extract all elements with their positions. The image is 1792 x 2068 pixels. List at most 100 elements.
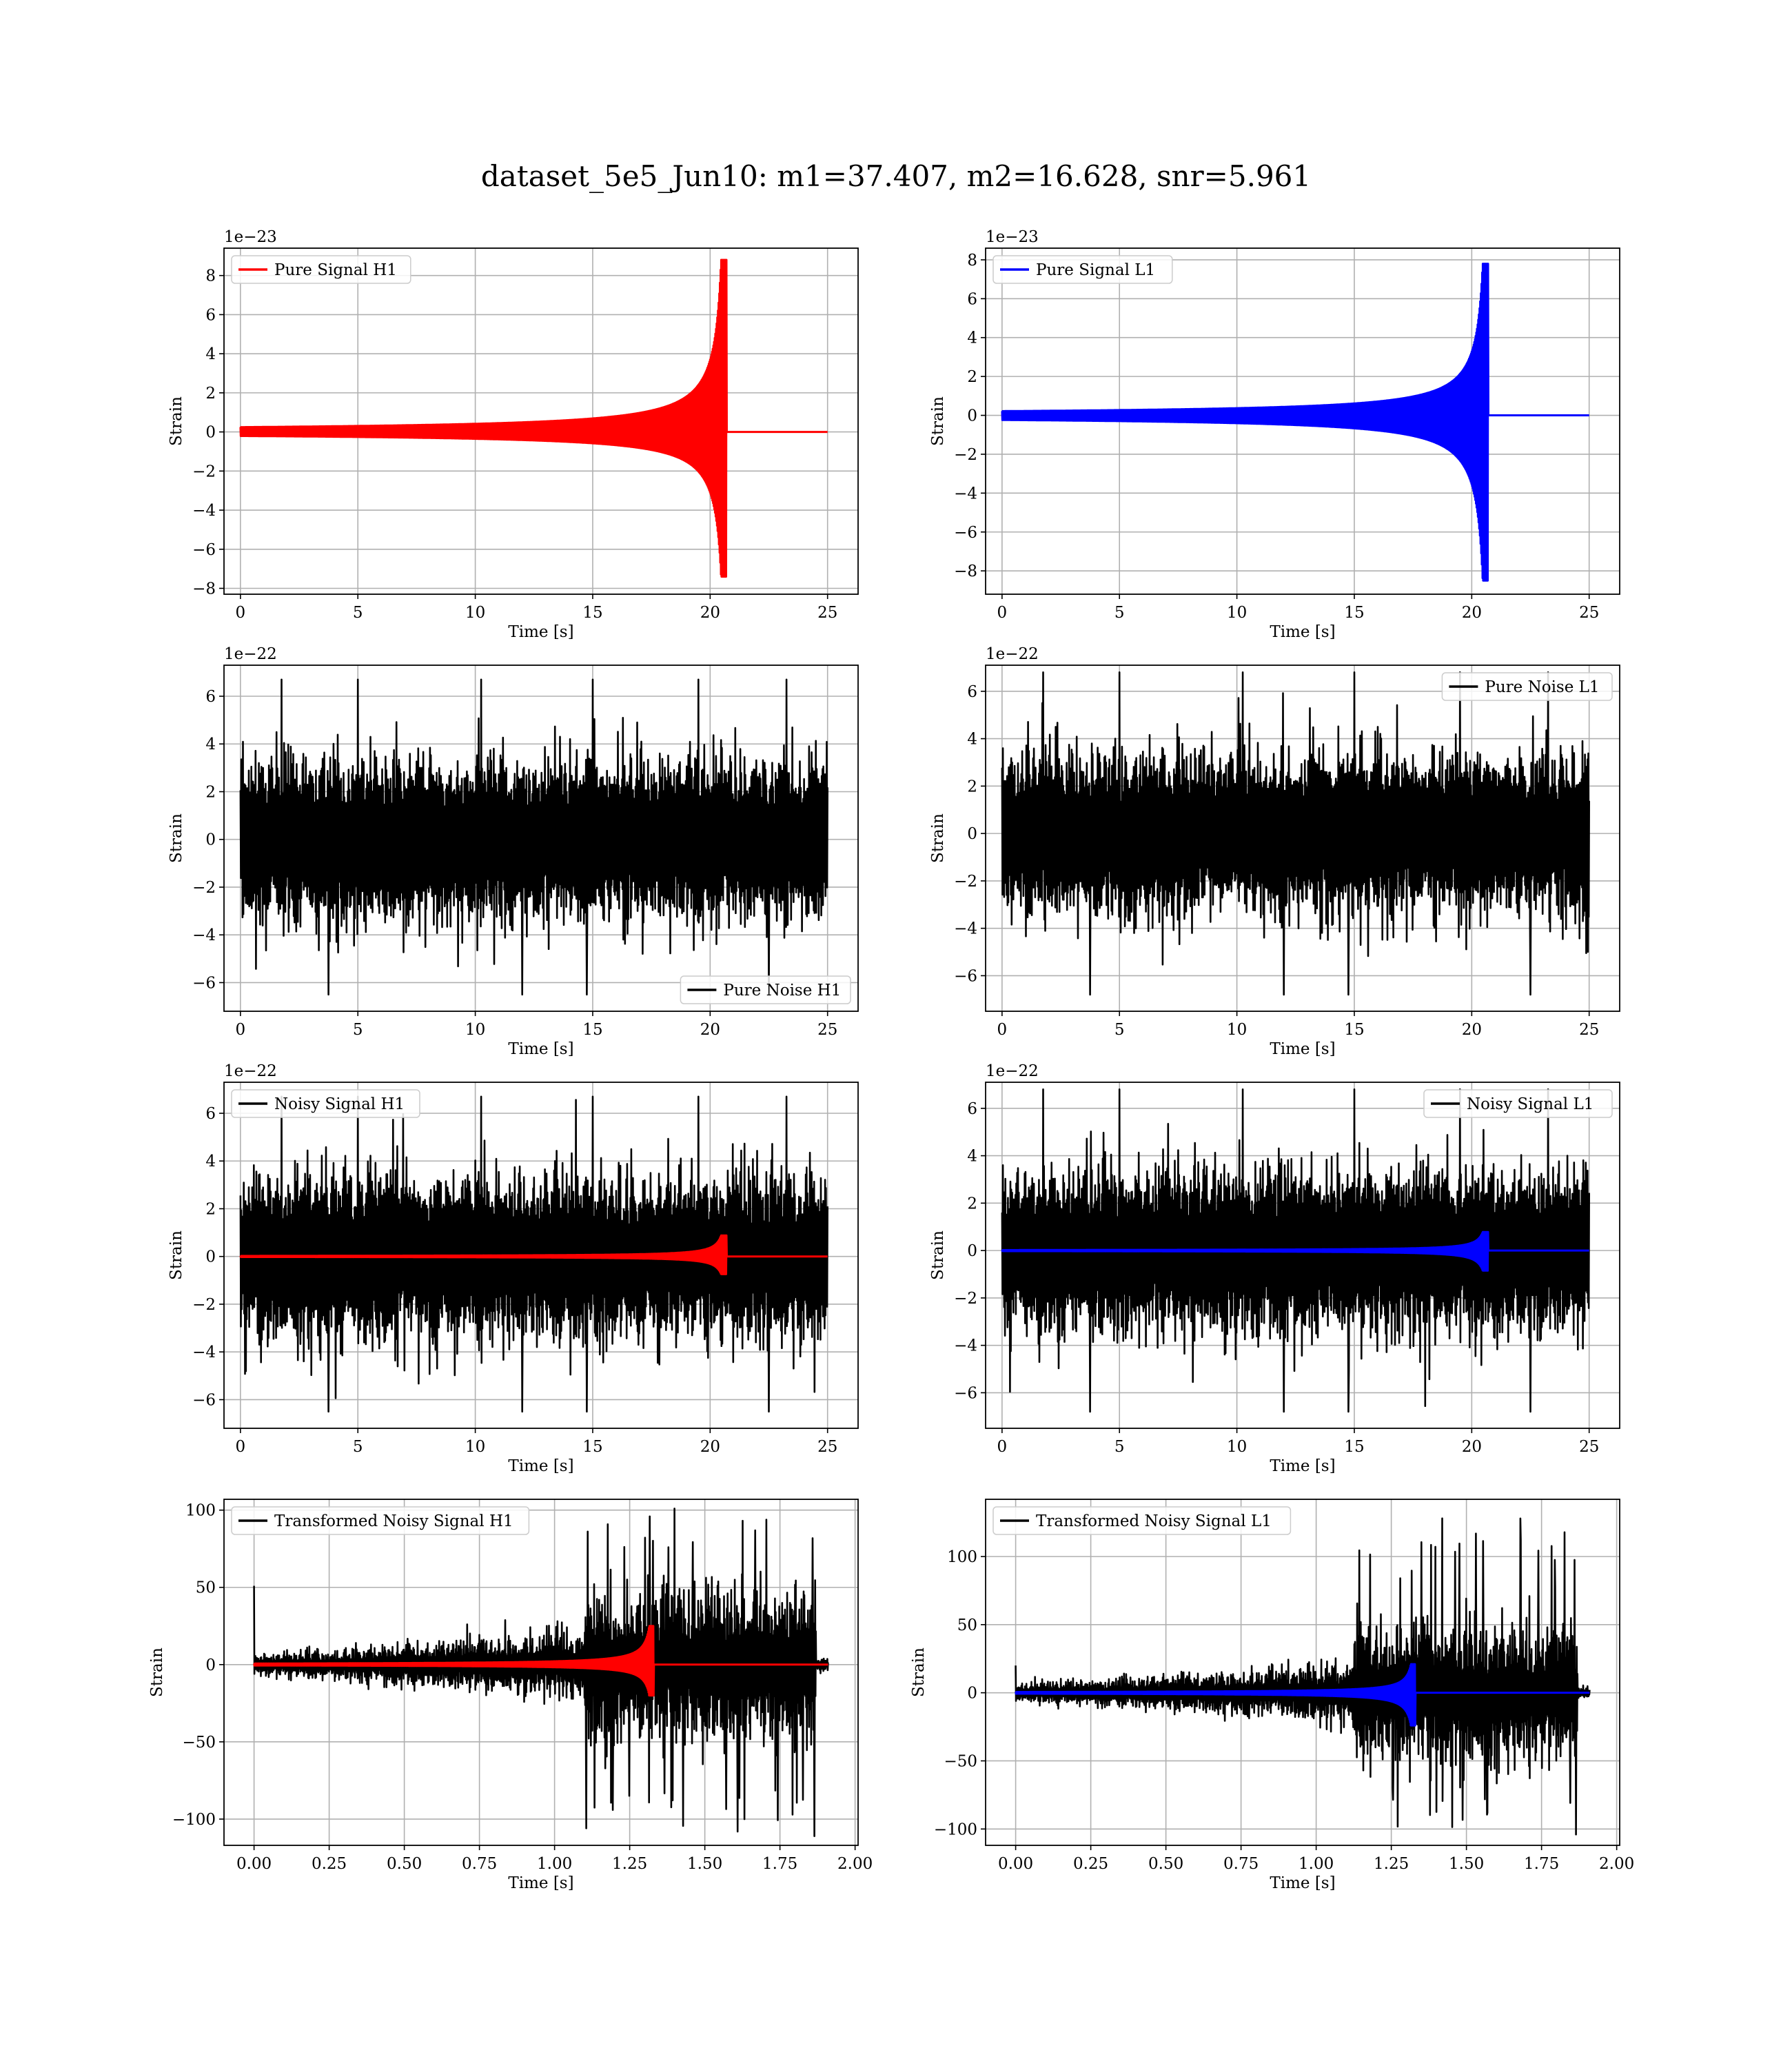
plot-frame [223, 1082, 859, 1429]
plot-area [239, 1095, 828, 1413]
legend-box [231, 255, 411, 284]
series-line-black [239, 1095, 828, 1413]
plot-area [239, 678, 828, 996]
plot-frame [223, 1499, 859, 1846]
y-axis-label: Strain [167, 396, 185, 446]
x-tick-label: 0 [997, 1021, 1008, 1039]
x-tick-label: 5 [353, 1021, 363, 1039]
y-tick-label: 50 [957, 1616, 977, 1634]
y-tick-label: 4 [205, 736, 216, 753]
legend-box [992, 1506, 1292, 1535]
plot-frame [223, 665, 859, 1012]
chart-panel-3: 0 5 10 15 20 25 −6 −4 −2 0 2 4 6 Time [s] Strain 1e−22 P… [167, 645, 859, 1058]
y-tick-label: −8 [192, 580, 216, 598]
x-tick-label: 0 [997, 604, 1008, 622]
x-tick-label: 0 [236, 1438, 246, 1456]
y-axis-label: Strain [148, 1648, 166, 1697]
x-axis-label: Time [s] [1270, 1040, 1335, 1058]
plot-area [1001, 671, 1590, 996]
x-tick-label: 10 [465, 1021, 485, 1039]
y-tick-label: 6 [967, 683, 977, 701]
x-tick-label: 1.25 [612, 1855, 647, 1873]
x-tick-label: 0 [236, 604, 246, 622]
y-tick-label: 50 [196, 1579, 216, 1597]
x-tick-label: 5 [353, 1438, 363, 1456]
series-line-black [1001, 1088, 1590, 1413]
x-tick-label: 15 [582, 1438, 602, 1456]
x-tick-label: 2.00 [837, 1855, 873, 1873]
legend-label: Pure Signal L1 [1036, 261, 1155, 279]
x-tick-label: 5 [353, 604, 363, 622]
y-tick-label: −100 [934, 1821, 977, 1838]
y-tick-label: −6 [954, 1384, 977, 1402]
legend-label: Noisy Signal H1 [274, 1095, 405, 1113]
plot-frame [985, 1082, 1620, 1429]
y-tick-label: 4 [967, 330, 977, 347]
y-tick-label: 100 [947, 1548, 977, 1566]
x-axis-label: Time [s] [1270, 1457, 1335, 1475]
y-tick-label: 2 [967, 778, 977, 795]
chart-panel-4: 0 5 10 15 20 25 −6 −4 −2 0 2 4 6 Time [s] Strain 1e−22 P… [929, 645, 1620, 1058]
chart-panel-1: 0 5 10 15 20 25 −8 −6 −4 −2 0 2 4 6 8 Time [s] Strain 1e−… [167, 228, 859, 641]
legend: Noisy Signal L1 [1423, 1089, 1613, 1118]
y-tick-label: −50 [182, 1734, 216, 1752]
x-tick-label: 15 [1344, 1021, 1364, 1039]
x-tick-label: 10 [1227, 1021, 1247, 1039]
x-axis-label: Time [s] [1270, 1874, 1335, 1892]
y-tick-label: 0 [967, 407, 977, 425]
plot-frame [985, 665, 1620, 1012]
y-axis-label: Strain [929, 396, 947, 446]
y-tick-label: −4 [954, 1337, 977, 1355]
series-line-black [1015, 1517, 1591, 1836]
series-line-blue [1001, 263, 1590, 582]
x-axis-label: Time [s] [1270, 623, 1335, 641]
y-tick-label: 0 [205, 831, 216, 849]
x-tick-label: 20 [1462, 1438, 1482, 1456]
plot-area [1001, 1088, 1590, 1413]
x-tick-label: 20 [1462, 1021, 1482, 1039]
y-tick-label: 0 [205, 1656, 216, 1674]
x-tick-label: 20 [1462, 604, 1482, 622]
legend-box [1441, 672, 1613, 701]
x-tick-label: 5 [1114, 604, 1125, 622]
x-tick-label: 0.75 [462, 1855, 497, 1873]
plot-area [253, 1508, 829, 1837]
plot-frame [223, 247, 859, 595]
y-tick-label: −100 [172, 1811, 216, 1829]
y-tick-label: 0 [205, 424, 216, 442]
x-axis-label: Time [s] [508, 1040, 573, 1058]
legend: Transformed Noisy Signal H1 [231, 1506, 530, 1535]
x-tick-label: 25 [817, 1021, 837, 1039]
chart-panel-5: 0 5 10 15 20 25 −6 −4 −2 0 2 4 6 Time [s] Strain 1e−22 N… [167, 1062, 859, 1475]
y-tick-label: 2 [967, 368, 977, 386]
y-tick-label: 6 [205, 306, 216, 324]
y-tick-label: 2 [205, 783, 216, 801]
axis-offset-text: 1e−22 [986, 645, 1039, 663]
plot-frame [985, 1499, 1620, 1846]
series-line-black [1001, 671, 1590, 996]
y-axis-label: Strain [167, 813, 185, 863]
plot-area [1001, 263, 1590, 582]
series-line-red [253, 1625, 829, 1697]
x-tick-label: 0.25 [312, 1855, 347, 1873]
y-tick-label: −2 [192, 463, 216, 480]
axis-offset-text: 1e−23 [986, 228, 1039, 246]
axis-offset-text: 1e−22 [986, 1062, 1039, 1080]
x-tick-label: 15 [1344, 1438, 1364, 1456]
series-line-black [239, 678, 828, 996]
x-tick-label: 25 [817, 1438, 837, 1456]
y-tick-label: −4 [192, 1344, 216, 1361]
y-tick-label: −6 [192, 1391, 216, 1409]
x-tick-label: 10 [1227, 604, 1247, 622]
x-tick-label: 15 [582, 604, 602, 622]
y-tick-label: −2 [954, 446, 977, 464]
legend: Pure Signal H1 [231, 255, 411, 284]
y-tick-label: −2 [192, 1296, 216, 1314]
series-line-red [239, 258, 828, 578]
x-tick-label: 1.25 [1374, 1855, 1409, 1873]
legend-box [992, 255, 1173, 284]
y-tick-label: 4 [967, 731, 977, 749]
x-tick-label: 5 [1114, 1438, 1125, 1456]
series-line-blue [1015, 1663, 1591, 1727]
y-axis-label: Strain [929, 1230, 947, 1280]
